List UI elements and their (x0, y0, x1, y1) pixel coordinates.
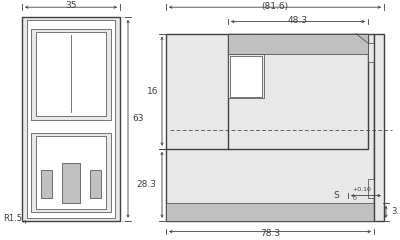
Bar (368, 43, 378, 62)
Text: 28.3: 28.3 (136, 180, 156, 189)
Text: 35: 35 (66, 1, 77, 11)
Text: 3.3: 3.3 (391, 207, 400, 216)
Bar (31, 133, 111, 212)
Bar (228, 34, 368, 149)
Bar (228, 54, 264, 98)
Bar (31, 29, 111, 120)
Bar (36, 32, 106, 116)
Text: (81.6): (81.6) (262, 1, 289, 11)
Text: 16: 16 (146, 87, 158, 96)
Text: 63: 63 (132, 114, 144, 123)
Bar (166, 34, 374, 221)
Text: 0: 0 (353, 196, 357, 201)
Bar (374, 34, 384, 221)
Bar (368, 179, 378, 198)
Bar (228, 34, 368, 54)
Text: 48.3: 48.3 (288, 16, 308, 25)
Bar (36, 136, 106, 209)
Bar (22, 17, 120, 221)
Bar (166, 203, 374, 221)
Bar (230, 56, 262, 97)
Text: R1.5: R1.5 (3, 214, 22, 223)
Bar (27, 20, 115, 218)
Text: 78.3: 78.3 (260, 229, 280, 238)
Text: +0.10: +0.10 (353, 187, 372, 192)
Bar (41, 170, 52, 198)
Bar (90, 170, 101, 198)
Text: S: S (334, 191, 339, 200)
Bar (62, 163, 80, 203)
